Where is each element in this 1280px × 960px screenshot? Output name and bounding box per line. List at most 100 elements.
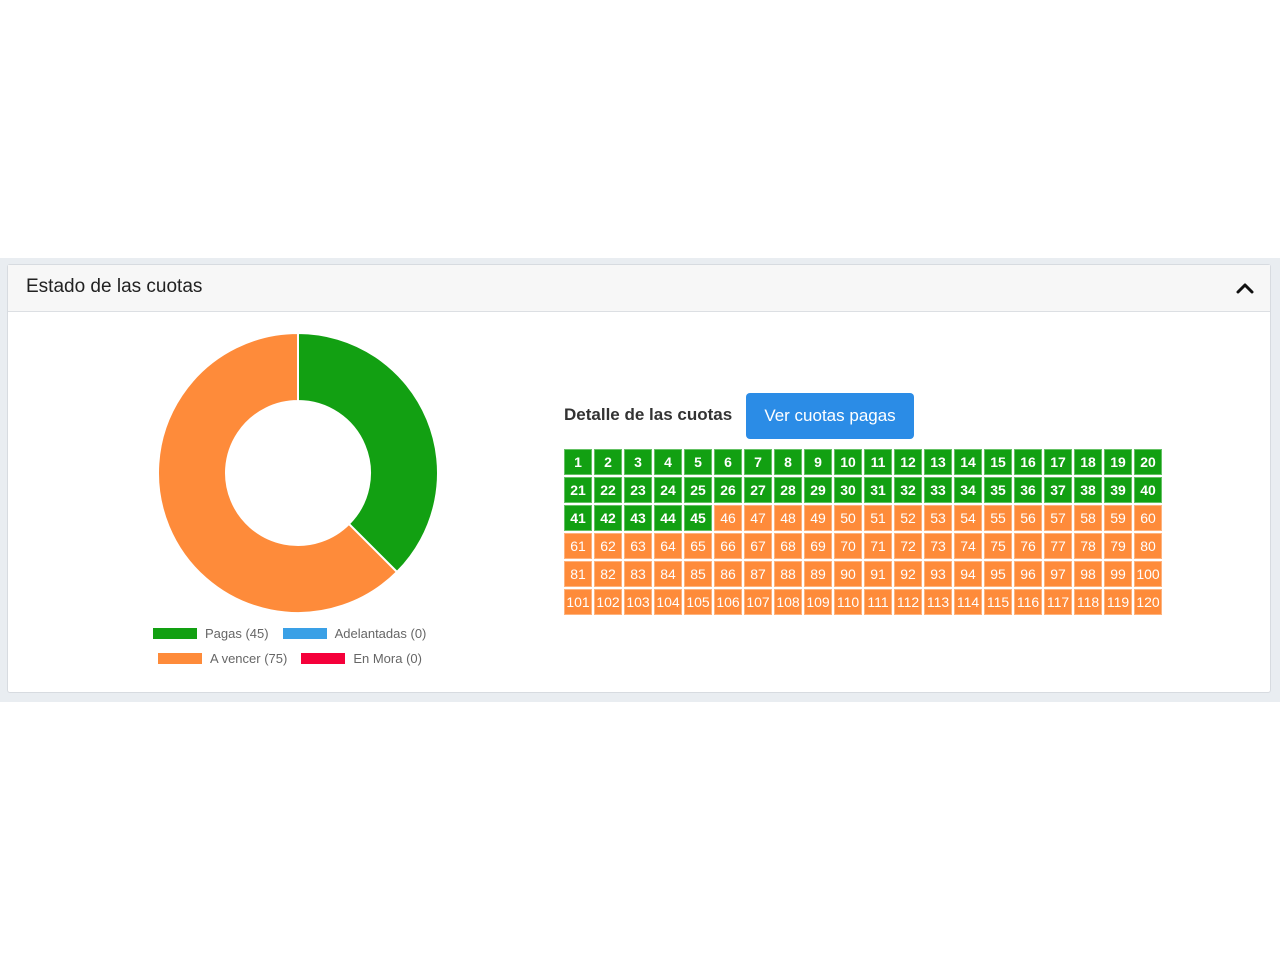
legend-item-pagas[interactable]: Pagas (45) <box>153 626 269 641</box>
installment-cell: 68 <box>774 533 802 559</box>
installment-cell: 78 <box>1074 533 1102 559</box>
donut-slice-pagas[interactable] <box>297 331 439 574</box>
installment-cell: 114 <box>954 589 982 615</box>
installment-cell: 55 <box>984 505 1012 531</box>
installment-cell: 120 <box>1134 589 1162 615</box>
installment-cell: 10 <box>834 449 862 475</box>
installment-cell: 48 <box>774 505 802 531</box>
installment-cell: 2 <box>594 449 622 475</box>
installment-cell: 108 <box>774 589 802 615</box>
installment-cell: 105 <box>684 589 712 615</box>
donut-slice-a-vencer[interactable] <box>157 331 399 614</box>
installment-cell: 39 <box>1104 477 1132 503</box>
donut-chart <box>148 327 448 627</box>
installment-cell: 100 <box>1134 561 1162 587</box>
chevron-up-icon[interactable] <box>1234 277 1256 299</box>
installment-cell: 18 <box>1074 449 1102 475</box>
installment-cell: 40 <box>1134 477 1162 503</box>
legend-item-adelantadas[interactable]: Adelantadas (0) <box>282 626 427 641</box>
installment-cell: 84 <box>654 561 682 587</box>
ver-cuotas-pagas-button[interactable]: Ver cuotas pagas <box>746 393 914 439</box>
installment-cell: 76 <box>1014 533 1042 559</box>
installment-cell: 20 <box>1134 449 1162 475</box>
installment-cell: 9 <box>804 449 832 475</box>
installment-cell: 82 <box>594 561 622 587</box>
installment-cell: 74 <box>954 533 982 559</box>
installment-cell: 70 <box>834 533 862 559</box>
installment-cell: 111 <box>864 589 892 615</box>
installment-cell: 85 <box>684 561 712 587</box>
legend-label-en-mora: En Mora (0) <box>353 651 422 666</box>
installment-cell: 36 <box>1014 477 1042 503</box>
installment-cell: 91 <box>864 561 892 587</box>
legend-label-adelantadas: Adelantadas (0) <box>334 626 427 641</box>
chart-legend: Pagas (45) Adelantadas (0) A vencer (75)… <box>153 621 453 671</box>
installment-cell: 113 <box>924 589 952 615</box>
installment-cell: 34 <box>954 477 982 503</box>
installment-cell: 80 <box>1134 533 1162 559</box>
installment-cell: 35 <box>984 477 1012 503</box>
installment-cell: 96 <box>1014 561 1042 587</box>
installment-cell: 71 <box>864 533 892 559</box>
installment-cell: 6 <box>714 449 742 475</box>
installment-cell: 7 <box>744 449 772 475</box>
installment-cell: 67 <box>744 533 772 559</box>
installment-cell: 50 <box>834 505 862 531</box>
installment-cell: 25 <box>684 477 712 503</box>
installment-cell: 52 <box>894 505 922 531</box>
installment-cell: 3 <box>624 449 652 475</box>
installment-cell: 119 <box>1104 589 1132 615</box>
installment-cell: 43 <box>624 505 652 531</box>
installment-cell: 69 <box>804 533 832 559</box>
installment-cell: 107 <box>744 589 772 615</box>
installment-cell: 83 <box>624 561 652 587</box>
legend-label-pagas: Pagas (45) <box>205 626 269 641</box>
legend-swatch-pagas <box>153 628 197 639</box>
installment-cell: 110 <box>834 589 862 615</box>
card-header: Estado de las cuotas <box>8 265 1270 312</box>
installment-cell: 104 <box>654 589 682 615</box>
legend-item-a-vencer[interactable]: A vencer (75) <box>158 651 287 666</box>
installment-cell: 21 <box>564 477 592 503</box>
installment-cell: 41 <box>564 505 592 531</box>
installment-cell: 12 <box>894 449 922 475</box>
legend-item-en-mora[interactable]: En Mora (0) <box>301 651 422 666</box>
installment-cell: 90 <box>834 561 862 587</box>
installment-cell: 37 <box>1044 477 1072 503</box>
installment-cell: 14 <box>954 449 982 475</box>
card-title: Estado de las cuotas <box>26 276 203 297</box>
installment-cell: 95 <box>984 561 1012 587</box>
installment-cell: 4 <box>654 449 682 475</box>
installment-cell: 51 <box>864 505 892 531</box>
installment-cell: 46 <box>714 505 742 531</box>
installment-cell: 102 <box>594 589 622 615</box>
installment-cell: 26 <box>714 477 742 503</box>
installment-cell: 79 <box>1104 533 1132 559</box>
installment-cell: 64 <box>654 533 682 559</box>
installment-cell: 54 <box>954 505 982 531</box>
installment-cell: 94 <box>954 561 982 587</box>
installment-cell: 98 <box>1074 561 1102 587</box>
installment-cell: 27 <box>744 477 772 503</box>
installment-cell: 58 <box>1074 505 1102 531</box>
installment-cell: 5 <box>684 449 712 475</box>
installment-cell: 115 <box>984 589 1012 615</box>
installment-cell: 45 <box>684 505 712 531</box>
installment-cell: 60 <box>1134 505 1162 531</box>
installment-cell: 92 <box>894 561 922 587</box>
installment-cell: 53 <box>924 505 952 531</box>
installment-cell: 15 <box>984 449 1012 475</box>
installment-cell: 88 <box>774 561 802 587</box>
installment-cell: 116 <box>1014 589 1042 615</box>
installment-cell: 65 <box>684 533 712 559</box>
installment-cell: 56 <box>1014 505 1042 531</box>
installment-cell: 89 <box>804 561 832 587</box>
installment-cell: 31 <box>864 477 892 503</box>
installment-cell: 24 <box>654 477 682 503</box>
installment-cell: 23 <box>624 477 652 503</box>
installment-cell: 32 <box>894 477 922 503</box>
installment-cell: 97 <box>1044 561 1072 587</box>
installment-cell: 81 <box>564 561 592 587</box>
installment-cell: 57 <box>1044 505 1072 531</box>
installment-cell: 101 <box>564 589 592 615</box>
